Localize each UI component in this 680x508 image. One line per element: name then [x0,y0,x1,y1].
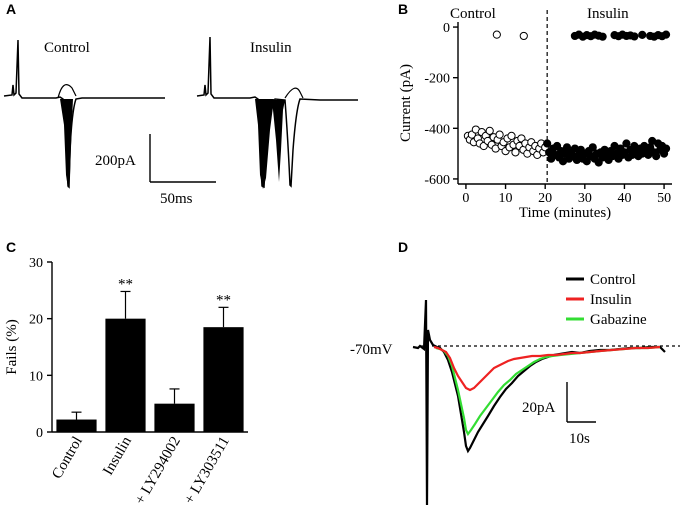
panel-b-point [495,130,504,139]
panel-b-x-tick-label: 10 [499,191,513,206]
panel-b-point [661,30,671,39]
panel-b-x-tick-label: 0 [462,191,469,206]
panel-b-point [630,32,639,41]
panel-c: C 0 10 20 30 Fails (%) Control ** Insulin+ LY29… [4,239,248,508]
panel-d-insulin-trace [433,345,661,392]
panel-c-significance: ** [216,292,231,308]
panel-d-scale-current: 20pA [522,400,556,416]
panel-c-category-label: Control [49,434,86,482]
panel-c-y-tick-label: 0 [36,426,43,441]
panel-c-y-tick-label: 10 [29,369,43,384]
panel-b-y-tick-label: -200 [424,72,450,87]
panel-d-letter: D [398,239,408,255]
panel-b-point [638,30,647,40]
panel-b-x-tick-label: 20 [538,191,552,206]
panel-b-y-tick-label: -400 [424,122,450,137]
panel-b-point [511,148,520,157]
panel-a-control-label: Control [44,40,90,56]
panel-b: B Control Insulin 0 -200 -400 -600 0 10 20 30 40… [398,1,672,221]
panel-c-category-label: + LY303511 [182,434,233,507]
panel-c-bar-chart: 0 10 20 30 Fails (%) Control ** Insulin+ LY2940… [4,256,248,508]
panel-b-point [652,152,661,161]
panel-c-bar [105,318,146,432]
panel-d: D -70mV Control Insulin Gabazine 20pA 10… [350,239,680,506]
panel-b-letter: B [398,1,408,17]
panel-b-x-tick-label: 30 [578,191,592,206]
panel-a-scale-time: 50ms [160,191,193,207]
panel-a-scale-current: 200pA [95,153,136,169]
legend-control-label: Control [590,272,636,288]
legend-gabazine-label: Gabazine [590,312,647,328]
panel-c-letter: C [6,239,16,255]
panel-a: A Control Insulin 200pA 50ms [3,1,358,207]
panel-a-insulin-label: Insulin [250,40,292,56]
panel-b-control-label: Control [450,6,496,22]
panel-c-y-axis-label: Fails (%) [4,319,20,374]
panel-b-x-tick-label: 40 [617,191,631,206]
panel-d-legend: Control Insulin Gabazine [566,272,647,328]
panel-a-scale-bar: 200pA 50ms [95,134,216,207]
panel-b-point [622,139,631,148]
panel-d-scale-bar: 20pA 10s [522,382,596,447]
panel-c-y-tick-label: 30 [29,256,43,271]
panel-a-insulin-trace [196,36,358,189]
panel-b-y-tick-label: -600 [424,173,450,188]
panel-b-y-tick-label: 0 [443,21,450,36]
panel-b-point [661,144,671,153]
panel-b-scatter-plot: 0 -200 -400 -600 0 10 20 30 40 50 Time (minutes) Cu… [398,10,672,221]
panel-c-y-tick-label: 20 [29,313,43,328]
legend-insulin-label: Insulin [590,292,632,308]
panel-c-bar [154,403,195,432]
panel-d-holding-label: -70mV [350,342,393,358]
panel-b-point [519,31,528,41]
panel-c-significance: ** [118,276,133,292]
panel-b-point [598,32,607,41]
panel-d-scale-time: 10s [569,431,590,447]
panel-b-x-axis-label: Time (minutes) [519,205,611,221]
panel-b-point [543,139,552,148]
panel-b-point [485,126,494,135]
panel-a-letter: A [6,1,16,17]
panel-c-category-label: Insulin [100,434,135,479]
panel-a-control-trace [3,39,165,189]
panel-b-point [507,131,516,141]
panel-b-x-tick-label: 50 [657,191,671,206]
panel-b-y-axis-label: Current (pA) [398,64,414,142]
panel-c-category-label: + LY294002 [132,434,184,508]
panel-b-point [492,30,501,39]
panel-b-point [588,143,597,152]
panel-b-insulin-label: Insulin [587,6,629,22]
panel-c-bar [56,419,97,432]
panel-c-bar [203,327,244,432]
